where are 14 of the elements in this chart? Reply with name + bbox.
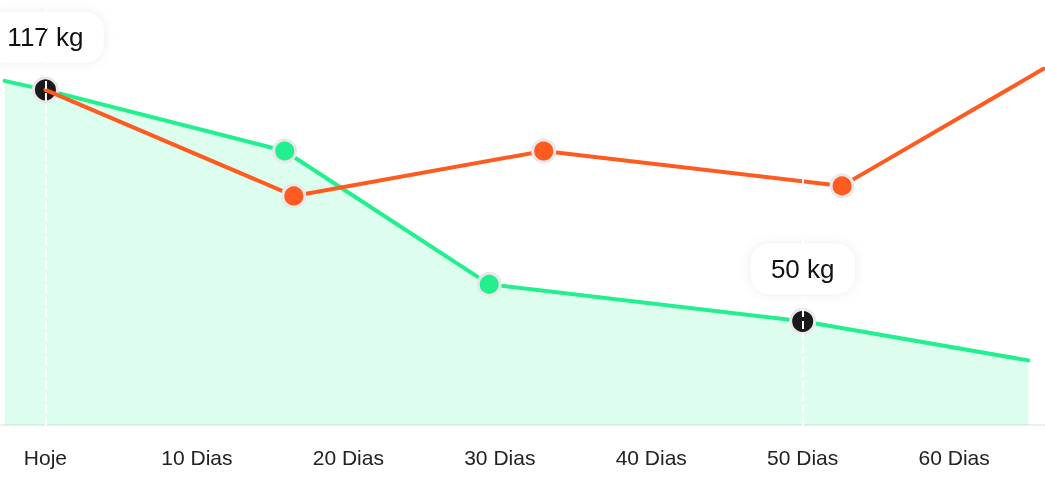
x-tick-label: Hoje xyxy=(23,446,68,469)
x-tick-label: 40 Dias xyxy=(615,446,687,469)
x-tick-label: 50 Dias xyxy=(767,446,839,469)
point xyxy=(272,138,298,164)
point xyxy=(476,271,502,297)
data-label: 50 kg xyxy=(770,253,835,284)
x-tick-label: 10 Dias xyxy=(161,446,233,469)
x-tick-label: 20 Dias xyxy=(312,446,384,469)
point xyxy=(281,183,307,209)
point xyxy=(531,138,557,164)
x-tick-label: 30 Dias xyxy=(464,446,536,469)
x-tick-label: 60 Dias xyxy=(918,446,990,469)
data-label: 117 kg xyxy=(7,22,84,53)
point xyxy=(829,173,855,199)
